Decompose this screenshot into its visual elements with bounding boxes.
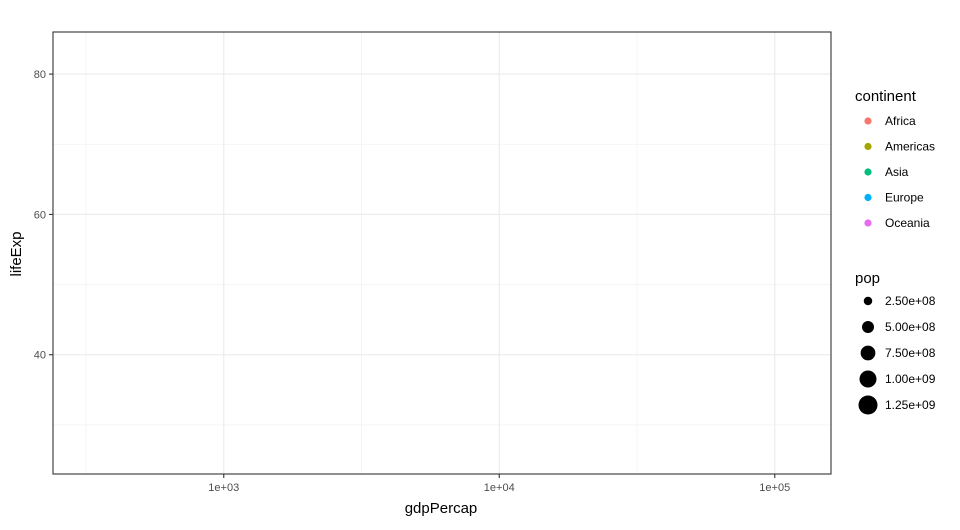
legend-label-europe: Europe [885,191,924,205]
panel-background [53,32,831,474]
legend-pop: pop 2.50e+08 5.00e+08 7.50e+08 1.00e+09 1.25… [855,270,936,415]
y-tick-label: 60 [34,209,46,221]
x-tick-label: 1e+03 [208,482,239,494]
legend-key-oceania [864,219,872,227]
legend-label-africa: Africa [885,114,916,128]
legend-key-asia [864,168,872,176]
legend-continent-title: continent [855,88,917,105]
legend-size-key [859,370,877,388]
legend-label-asia: Asia [885,165,909,179]
y-axis-title: lifeExp [8,231,25,276]
x-axis-title: gdpPercap [405,500,478,517]
legend-pop-title: pop [855,270,880,287]
legend-size-label: 2.50e+08 [885,294,936,308]
legend-size-label: 5.00e+08 [885,320,936,334]
legend-key-europe [864,193,872,202]
legend-key-americas [864,142,872,151]
legend-size-key [861,320,875,334]
legend-size-key [860,345,876,361]
legend-size-label: 7.50e+08 [885,346,936,360]
panel-border [52,31,832,475]
legend-continent: continent Africa Americas Asia Europe Oceani… [855,88,935,230]
x-tick-label: 1e+04 [484,482,515,494]
plot-panel [52,31,832,475]
legend-label-oceania: Oceania [885,216,930,230]
y-tick-label: 80 [34,69,46,81]
legend-size-label: 1.00e+09 [885,372,936,386]
legend-label-americas: Americas [885,140,935,154]
legend-key-africa [864,117,872,125]
axes: 1e+03 1e+04 1e+05 40 60 80 [34,69,790,494]
legend-size-key [858,395,878,415]
x-tick-label: 1e+05 [759,482,790,494]
legend-size-key [863,296,873,306]
y-tick-label: 40 [34,350,46,362]
legend-size-label: 1.25e+09 [885,398,936,412]
